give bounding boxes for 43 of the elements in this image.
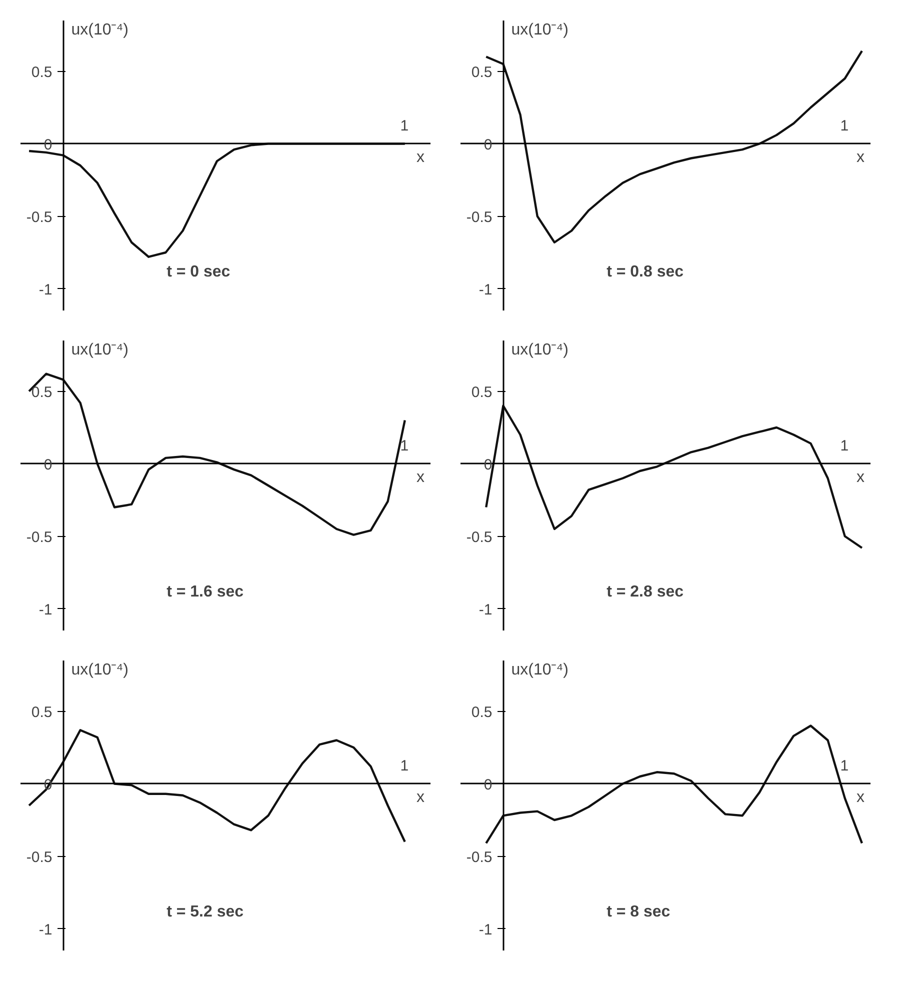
y-axis-title: ux(10⁻⁴) — [71, 342, 128, 358]
x-axis-title: x — [416, 468, 424, 486]
annotation: 1 — [840, 758, 849, 774]
annotation: t = 8 sec — [606, 904, 670, 920]
y-tick-label: -0.5 — [466, 208, 492, 226]
y-tick-label: 0 — [44, 776, 52, 794]
y-axis-title: ux(10⁻⁴) — [71, 22, 128, 38]
y-tick-label: 0.5 — [31, 704, 52, 721]
annotation: 1 — [840, 118, 849, 134]
y-axis-title: ux(10⁻⁴) — [511, 342, 568, 358]
x-axis-title: x — [416, 148, 424, 166]
annotation: t = 0 sec — [166, 264, 230, 280]
y-tick-label: -1 — [38, 601, 52, 618]
annotation: 1 — [840, 438, 849, 454]
x-axis-title: x — [856, 788, 864, 806]
y-tick-label: 0.5 — [31, 384, 52, 401]
y-tick-label: -1 — [38, 921, 52, 938]
y-axis-title: ux(10⁻⁴) — [511, 662, 568, 678]
x-axis-title: x — [856, 148, 864, 166]
y-tick-label: 0.5 — [471, 704, 492, 721]
y-tick-label: -1 — [478, 281, 492, 298]
x-axis-title: x — [856, 468, 864, 486]
y-axis-title: ux(10⁻⁴) — [511, 22, 568, 38]
y-tick-label: -1 — [478, 601, 492, 618]
annotation: 1 — [400, 438, 409, 454]
y-tick-label: -0.5 — [26, 848, 52, 866]
y-tick-label: -0.5 — [466, 528, 492, 546]
y-tick-label: -0.5 — [26, 208, 52, 226]
y-tick-label: 0.5 — [471, 384, 492, 401]
y-tick-label: 0.5 — [471, 64, 492, 81]
annotation: t = 2.8 sec — [606, 584, 684, 600]
y-tick-label: -0.5 — [26, 528, 52, 546]
annotation: 1 — [400, 118, 409, 134]
annotation: 1 — [400, 758, 409, 774]
y-axis-title: ux(10⁻⁴) — [71, 662, 128, 678]
annotation: t = 5.2 sec — [166, 904, 244, 920]
y-tick-label: -0.5 — [466, 848, 492, 866]
x-axis-title: x — [416, 788, 424, 806]
annotation: t = 1.6 sec — [166, 584, 244, 600]
y-tick-label: 0.5 — [31, 64, 52, 81]
y-tick-label: -1 — [38, 281, 52, 298]
annotation: t = 0.8 sec — [606, 264, 684, 280]
y-tick-label: -1 — [478, 921, 492, 938]
